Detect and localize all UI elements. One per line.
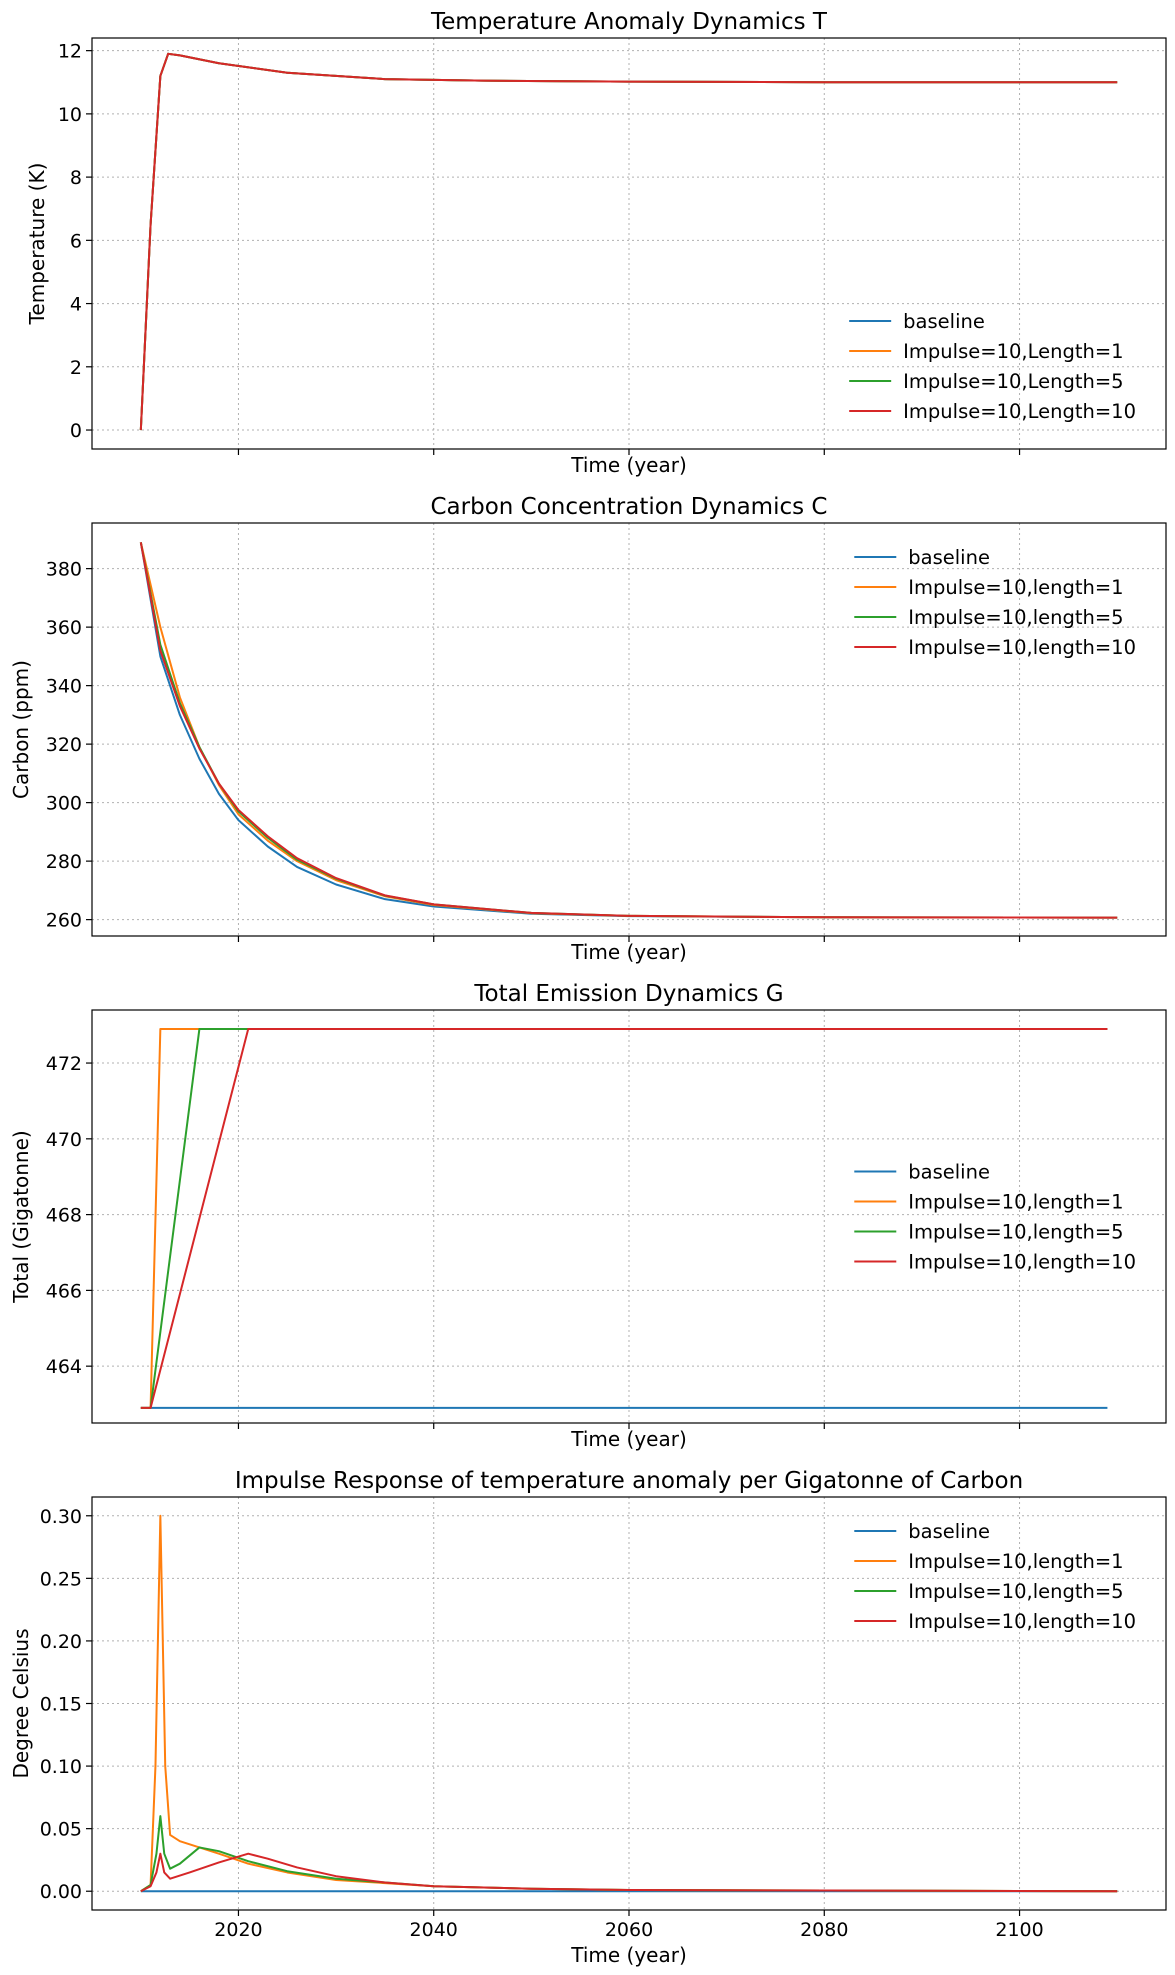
legend: baseline Impulse=10,Length=1 Impulse=10,Le… — [849, 310, 1136, 423]
legend-label: Impulse=10,length=1 — [908, 1191, 1123, 1214]
chart-title: Carbon Concentration Dynamics C — [431, 494, 828, 520]
series-line-3 — [140, 1027, 1108, 1409]
y-tick-label: 340 — [46, 676, 82, 698]
y-tick-label: 0.20 — [40, 1631, 82, 1653]
legend-label: Impulse=10,length=5 — [908, 606, 1123, 629]
legend-label: Impulse=10,length=10 — [908, 1251, 1136, 1274]
y-tick-label: 0.30 — [40, 1506, 82, 1528]
y-tick-label: 0.05 — [40, 1819, 82, 1841]
chart-panel-3: 464 466 468 470 472 Total Emission Dynamics G… — [9, 981, 1167, 1451]
y-tick-label: 0.00 — [40, 1881, 82, 1903]
y-tick-label: 0.15 — [40, 1694, 82, 1716]
chart-title: Impulse Response of temperature anomaly … — [235, 1468, 1023, 1494]
y-tick-label: 300 — [46, 793, 82, 815]
legend-label: Impulse=10,Length=10 — [903, 400, 1136, 423]
y-tick-label: 0.10 — [40, 1756, 82, 1778]
x-axis-label: Time (year) — [570, 1427, 687, 1451]
x-tick-label: 2100 — [995, 1919, 1043, 1941]
series-line-4 — [139, 52, 1118, 431]
y-tick-label: 2 — [70, 357, 82, 379]
x-axis-label: Time (year) — [570, 453, 687, 477]
y-tick-label: 260 — [46, 910, 82, 932]
y-tick-label: 380 — [46, 559, 82, 581]
legend-label: Impulse=10,length=10 — [908, 1610, 1136, 1633]
legend-label: Impulse=10,length=5 — [908, 1221, 1123, 1244]
chart-panel-2: 260 280 300 320 340 360 380 Carbon Concentratio… — [9, 494, 1167, 964]
y-axis-label: Temperature (K) — [25, 163, 49, 326]
y-tick-label: 360 — [46, 617, 82, 639]
x-tick-label: 2020 — [214, 1919, 262, 1941]
y-tick-label: 468 — [46, 1205, 82, 1227]
legend-label: Impulse=10,length=5 — [908, 1580, 1123, 1603]
x-tick-label: 2060 — [605, 1919, 653, 1941]
x-axis-label: Time (year) — [570, 940, 687, 964]
y-tick-label: 280 — [46, 851, 82, 873]
chart-panel-1: 0 2 4 6 8 10 12 Temperature Anomaly Dynamics T T… — [25, 9, 1167, 477]
x-tick-label: 2080 — [800, 1919, 848, 1941]
series-line-4 — [140, 1027, 1108, 1409]
y-tick-label: 4 — [70, 294, 82, 316]
x-axis-label: Time (year) — [570, 1943, 687, 1967]
legend-label: baseline — [908, 546, 990, 569]
legend: baseline Impulse=10,length=1 Impulse=10,le… — [854, 1161, 1136, 1274]
series-line-2 — [140, 1027, 1108, 1409]
y-axis-label: Degree Celsius — [9, 1628, 33, 1778]
y-tick-label: 464 — [46, 1356, 82, 1378]
legend-label: Impulse=10,length=10 — [908, 636, 1136, 659]
legend-label: baseline — [908, 1161, 990, 1184]
chart-panel-4: 2020 2040 2060 2080 2100 0.00 0.05 0.10 0.15 0.20… — [9, 1468, 1167, 1967]
y-axis-label: Carbon (ppm) — [9, 660, 33, 799]
y-tick-label: 470 — [46, 1129, 82, 1151]
chart-title: Total Emission Dynamics G — [473, 981, 783, 1007]
legend-label: Impulse=10,Length=1 — [903, 340, 1123, 363]
chart-title: Temperature Anomaly Dynamics T — [430, 9, 828, 35]
y-tick-label: 12 — [58, 41, 82, 63]
y-tick-label: 0.25 — [40, 1568, 82, 1590]
x-tick-label: 2040 — [410, 1919, 458, 1941]
legend-label: baseline — [903, 310, 985, 333]
y-tick-label: 8 — [70, 167, 82, 189]
legend-label: Impulse=10,Length=5 — [903, 370, 1123, 393]
y-tick-label: 6 — [70, 230, 82, 252]
series-line-4 — [140, 1852, 1118, 1893]
legend: baseline Impulse=10,length=1 Impulse=10,le… — [854, 1520, 1136, 1633]
legend-label: Impulse=10,length=1 — [908, 576, 1123, 599]
legend-label: Impulse=10,length=1 — [908, 1550, 1123, 1573]
legend: baseline Impulse=10,length=1 Impulse=10,le… — [854, 546, 1136, 659]
y-tick-label: 320 — [46, 734, 82, 756]
series-line-4 — [139, 542, 1118, 919]
y-axis-label: Total (Gigatonne) — [9, 1130, 33, 1303]
y-tick-label: 466 — [46, 1280, 82, 1302]
y-tick-label: 472 — [46, 1053, 82, 1075]
legend-label: baseline — [908, 1520, 990, 1543]
y-tick-label: 0 — [70, 420, 82, 442]
y-tick-label: 10 — [58, 104, 82, 126]
